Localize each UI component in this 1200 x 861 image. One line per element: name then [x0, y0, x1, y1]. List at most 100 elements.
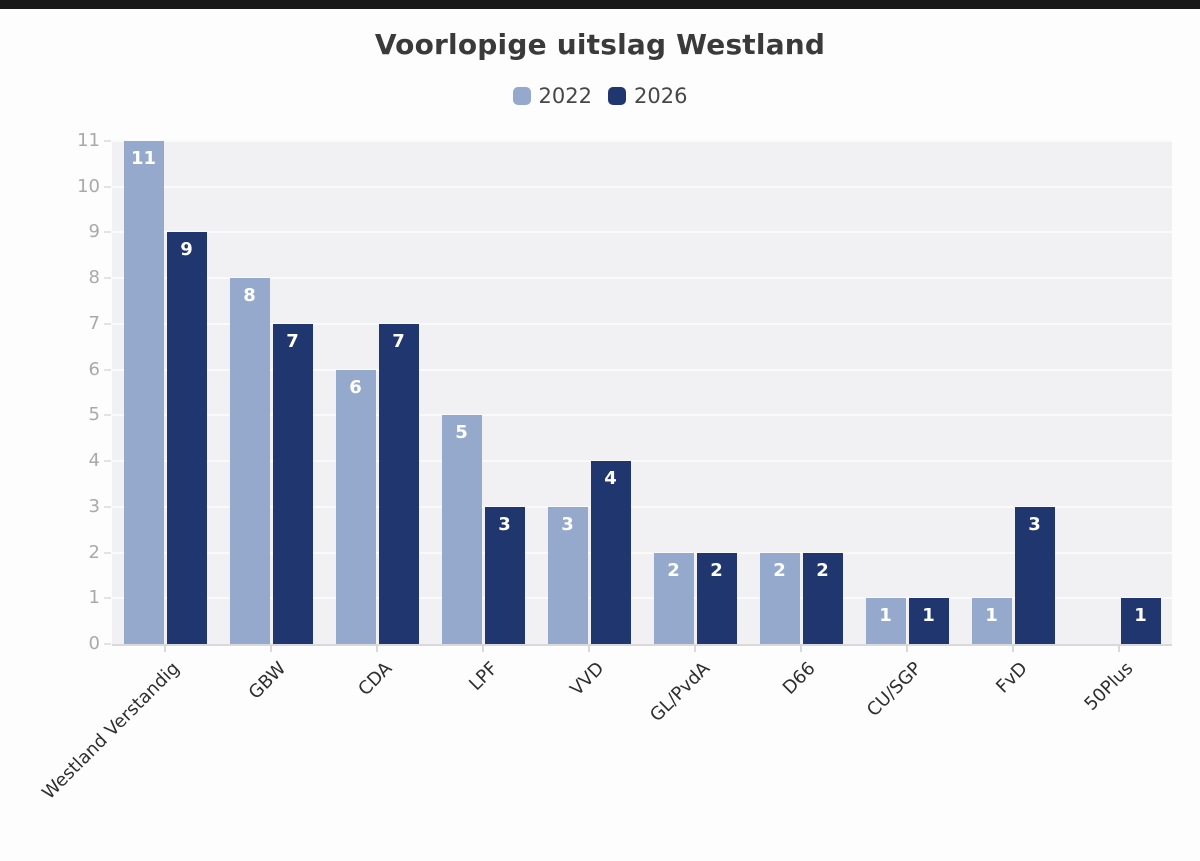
- y-axis-label: 11: [77, 130, 100, 151]
- x-axis-label: D66: [779, 658, 820, 699]
- bar: 7: [272, 323, 313, 644]
- x-tick: [270, 646, 272, 652]
- y-tick: [104, 322, 111, 325]
- y-axis-label: 2: [88, 541, 100, 563]
- x-axis-label: LPF: [464, 658, 502, 695]
- gridline: [112, 597, 1172, 600]
- bar: 1: [908, 598, 949, 644]
- bar-value-label: 7: [286, 330, 299, 352]
- bar: 2: [696, 552, 737, 644]
- gridline: [112, 460, 1172, 463]
- y-tick: [104, 551, 111, 554]
- bar-value-label: 1: [985, 605, 998, 627]
- x-axis-label: FvD: [992, 658, 1032, 698]
- legend-item: 2026: [608, 84, 687, 108]
- y-axis-label: 6: [88, 358, 100, 380]
- bar: 8: [229, 278, 270, 644]
- bar: 1: [1120, 598, 1161, 644]
- y-axis-label: 1: [88, 587, 100, 609]
- gridline: [112, 505, 1172, 508]
- x-axis-label: GBW: [244, 658, 290, 704]
- bar-value-label: 3: [498, 513, 511, 535]
- bar-value-label: 9: [180, 239, 193, 261]
- x-axis-label: CU/SGP: [862, 658, 926, 721]
- bar: 3: [484, 506, 525, 644]
- bar-value-label: 6: [349, 376, 362, 398]
- chart-title: Voorlopige uitslag Westland: [374, 28, 826, 61]
- bar-value-label: 2: [710, 559, 723, 581]
- bar: 7: [378, 323, 419, 644]
- bar-value-label: 1: [922, 605, 935, 627]
- legend-swatch: [512, 87, 531, 105]
- bar: 3: [1014, 506, 1055, 644]
- chart-legend: 2022 2026: [0, 84, 1200, 108]
- gridline: [112, 551, 1172, 554]
- x-tick: [376, 646, 378, 652]
- bar-value-label: 1: [879, 605, 892, 627]
- y-axis-label: 5: [88, 404, 100, 426]
- bar: 4: [590, 461, 631, 644]
- bar-value-label: 8: [243, 285, 256, 307]
- bar: 2: [802, 552, 843, 644]
- bar-value-label: 5: [455, 422, 468, 444]
- x-axis-label: 50Plus: [1080, 658, 1138, 715]
- x-tick: [800, 646, 802, 652]
- bar-value-label: 3: [1028, 513, 1041, 535]
- y-tick: [104, 277, 111, 280]
- y-axis-label: 10: [77, 175, 100, 197]
- y-tick: [104, 643, 111, 645]
- x-tick: [482, 646, 484, 652]
- y-tick: [104, 460, 111, 463]
- bar-value-label: 4: [604, 468, 617, 490]
- bar-value-label: 7: [392, 330, 405, 352]
- bar: 1: [971, 598, 1012, 644]
- bar: 11: [123, 141, 164, 644]
- gridline: [112, 140, 1172, 142]
- y-tick: [104, 414, 111, 417]
- y-axis-label: 7: [88, 312, 100, 334]
- y-tick: [104, 231, 111, 234]
- bar: 2: [759, 552, 800, 644]
- bar-value-label: 1: [1134, 605, 1147, 627]
- legend-item: 2022: [512, 84, 592, 108]
- plot-area: 11 9 8 7 6 7 5 3 3 4 2 2 2 2 1 1 1 3 1: [112, 140, 1172, 644]
- bar: 2: [653, 552, 694, 644]
- bar-value-label: 2: [816, 559, 829, 581]
- gridline: [112, 414, 1172, 417]
- gridline: [112, 322, 1172, 325]
- y-axis-label: 9: [88, 221, 100, 243]
- bar: 9: [166, 232, 207, 644]
- x-axis-label: VVD: [565, 658, 608, 701]
- bar-value-label: 3: [561, 513, 574, 535]
- gridline: [112, 185, 1172, 188]
- y-tick: [104, 597, 111, 600]
- legend-label: 2026: [634, 84, 688, 108]
- y-axis-label: 3: [88, 495, 100, 517]
- top-bar: [0, 0, 1200, 9]
- y-tick: [104, 505, 111, 508]
- x-tick: [1118, 646, 1120, 652]
- bar: 3: [547, 506, 588, 644]
- x-tick: [694, 646, 696, 652]
- bar: 5: [441, 415, 482, 644]
- gridline: [112, 368, 1172, 371]
- y-axis-label: 0: [88, 633, 100, 654]
- bar-value-label: 2: [773, 559, 786, 581]
- bar-value-label: 2: [667, 559, 680, 581]
- gridline: [112, 231, 1172, 234]
- x-axis-line: [112, 644, 1172, 646]
- y-axis-label: 8: [88, 267, 100, 289]
- bar: 1: [865, 598, 906, 644]
- x-axis-label: CDA: [353, 658, 396, 701]
- y-axis-label: 4: [88, 450, 100, 472]
- legend-swatch: [608, 87, 626, 105]
- x-axis-label: Westland Verstandig: [38, 658, 184, 804]
- legend-label: 2022: [538, 84, 592, 108]
- y-tick: [104, 368, 111, 371]
- bar-value-label: 11: [130, 148, 157, 169]
- x-tick: [164, 646, 166, 652]
- gridline: [112, 277, 1172, 280]
- x-tick: [1012, 646, 1014, 652]
- y-tick: [104, 185, 111, 188]
- x-tick: [906, 646, 908, 652]
